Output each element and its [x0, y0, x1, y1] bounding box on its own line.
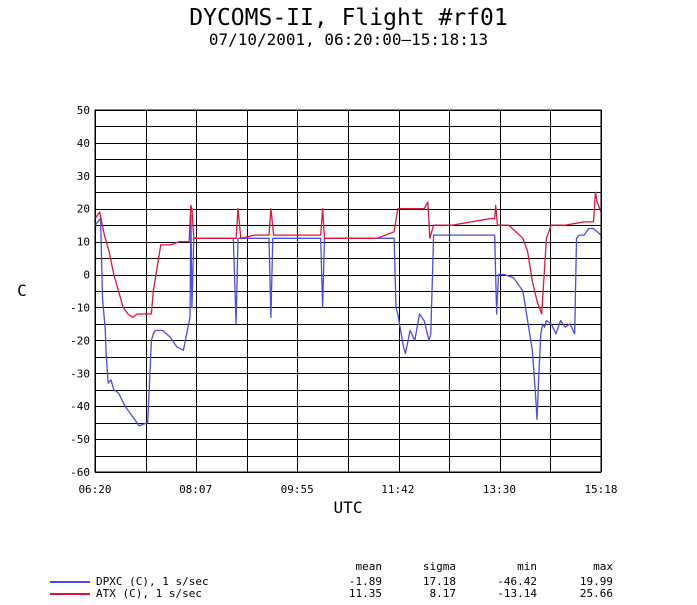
legend-swatch-atx — [50, 593, 90, 595]
stat-mean: 11.35 — [348, 587, 382, 600]
series-line-atx — [94, 191, 602, 318]
x-tick-label: 13:30 — [483, 483, 516, 496]
y-tick-label: 50 — [77, 104, 90, 117]
stats-header-max: max — [593, 560, 613, 573]
x-tick-labels: 06:20 08:07 09:55 11:42 13:30 15:18 — [78, 483, 617, 496]
y-tick-labels: -60 -50 -40 -30 -20 -10 0 10 20 30 40 50 — [70, 104, 90, 479]
stat-sigma: 8.17 — [429, 587, 457, 600]
line-chart: -60 -50 -40 -30 -20 -10 0 10 20 30 40 50 06:20 08:07… — [17, 104, 617, 517]
y-axis-label: C — [17, 281, 27, 300]
y-tick-label: 40 — [77, 137, 90, 150]
stat-sigma: 17.18 — [422, 575, 456, 588]
y-tick-label: -10 — [70, 301, 90, 314]
x-tick-label: 06:20 — [78, 483, 111, 496]
x-tick-label: 11:42 — [381, 483, 414, 496]
chart-title: DYCOMS-II, Flight #rf01 — [189, 5, 508, 31]
stats-header-mean: mean — [355, 560, 383, 573]
stats-header-min: min — [517, 560, 537, 573]
y-tick-label: -30 — [70, 367, 90, 380]
x-axis-label: UTC — [334, 498, 363, 517]
chart-subtitle: 07/10/2001, 06:20:00–15:18:13 — [208, 30, 489, 49]
stat-max: 25.66 — [579, 587, 613, 600]
stats-row-dpxc: DPXC (C), 1 s/sec -1.89 17.18 -46.42 19.… — [0, 575, 697, 588]
legend-label-atx: ATX (C), 1 s/sec — [96, 587, 202, 600]
y-tick-label: -50 — [70, 433, 90, 446]
y-tick-label: 30 — [77, 170, 90, 183]
grid — [95, 110, 602, 473]
legend-label-dpxc: DPXC (C), 1 s/sec — [96, 575, 209, 588]
y-tick-label: 20 — [77, 203, 90, 216]
series-lines — [94, 191, 602, 427]
y-tick-label: -40 — [70, 400, 90, 413]
x-tick-label: 08:07 — [179, 483, 212, 496]
stat-mean: -1.89 — [348, 575, 382, 588]
stats-row-atx: ATX (C), 1 s/sec 11.35 8.17 -13.14 25.66 — [0, 587, 697, 600]
statistics-table: mean sigma min max DPXC (C), 1 s/sec -1.… — [0, 560, 697, 605]
legend-swatch-dpxc — [50, 581, 90, 583]
stat-max: 19.99 — [579, 575, 613, 588]
stat-min: -13.14 — [497, 587, 537, 600]
x-tick-label: 09:55 — [281, 483, 314, 496]
plot-frame — [94, 109, 602, 473]
y-tick-label: 10 — [77, 236, 90, 249]
stats-header-sigma: sigma — [422, 560, 456, 573]
y-tick-label: -60 — [70, 466, 90, 479]
y-tick-label: -20 — [70, 334, 90, 347]
x-tick-label: 15:18 — [584, 483, 617, 496]
y-tick-label: 0 — [83, 269, 90, 282]
stat-min: -46.42 — [497, 575, 537, 588]
